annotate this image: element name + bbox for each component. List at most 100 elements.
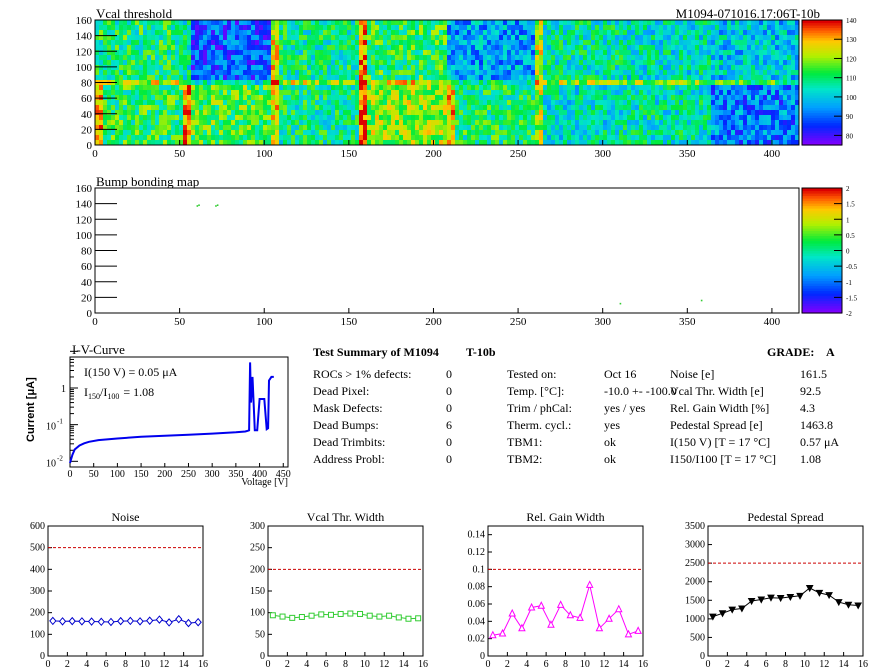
vcal-heat-cell <box>619 85 624 91</box>
bump-colorbar-step <box>802 233 842 237</box>
vcal-heat-cell <box>547 100 552 106</box>
vcal-heat-cell <box>411 55 416 61</box>
vcal-heat-cell <box>279 60 284 66</box>
vcal-heat-cell <box>207 50 212 56</box>
vcal-heat-cell <box>451 140 456 146</box>
vcal-heat-cell <box>695 100 700 106</box>
vcal-heat-cell <box>707 45 712 51</box>
bump-y-tick-label: 120 <box>76 214 93 226</box>
vcal-heat-cell <box>499 110 504 116</box>
vcal-heat-cell <box>635 120 640 126</box>
vcal-heat-cell <box>263 20 268 26</box>
vcal-heat-cell <box>587 110 592 116</box>
vcal-heat-cell <box>415 35 420 41</box>
vcal-heat-cell <box>491 70 496 76</box>
vcal-heat-cell <box>755 25 760 31</box>
vcal-heat-cell <box>483 75 488 81</box>
vcal-heat-cell <box>419 110 424 116</box>
bump-colorbar-label: 0.5 <box>846 232 855 240</box>
vcal-heat-cell <box>615 90 620 96</box>
vcal-heat-cell <box>471 45 476 51</box>
vcal-heat-cell <box>343 115 348 121</box>
vcal-heat-cell <box>731 95 736 101</box>
vcal-heat-cell <box>619 20 624 26</box>
vcal-heat-cell <box>443 45 448 51</box>
vcal-colorbar-step <box>802 100 842 104</box>
vcal-heat-cell <box>459 50 464 56</box>
vcal-heat-cell <box>523 120 528 126</box>
vcal-heat-cell <box>343 85 348 91</box>
vcal-heat-cell <box>527 55 532 61</box>
vcal-map-axes: 0 50 100 150 200 250 300 350 4000204060801001201… <box>76 15 781 160</box>
iv-y-tick-base: 10 <box>46 458 56 469</box>
bump-y-tick-label: 0 <box>87 308 93 320</box>
vcal-heat-cell <box>335 120 340 126</box>
vcal-heat-cell <box>515 40 520 46</box>
vcal-heat-cell <box>787 75 792 81</box>
vcal-heat-cell <box>375 90 380 96</box>
vcal-heat-cell <box>267 40 272 46</box>
vcal-heat-cell <box>591 125 596 131</box>
vcal-heat-cell <box>411 60 416 66</box>
vcal-heat-cell <box>731 75 736 81</box>
vcal-heat-cell <box>595 130 600 136</box>
vcal-heat-cell <box>575 100 580 106</box>
vcal-heat-cell <box>207 130 212 136</box>
vcal-heat-cell <box>391 105 396 111</box>
vcal-heat-cell <box>95 85 100 91</box>
vcal-heat-cell <box>295 120 300 126</box>
vcal-heat-cell <box>419 130 424 136</box>
vcal-heat-cell <box>459 105 464 111</box>
vcal-heat-cell <box>439 120 444 126</box>
vcal-heat-cell <box>391 115 396 121</box>
vcal-heat-cell <box>643 45 648 51</box>
iv-x-tick-label: 450 <box>276 469 291 480</box>
vcal-heat-cell <box>231 85 236 91</box>
vcal-heat-cell <box>767 20 772 26</box>
vcal-heat-cell <box>511 20 516 26</box>
vcal-heat-cell <box>591 40 596 46</box>
vcal-heat-cell <box>395 65 400 71</box>
vcal-heat-cell <box>435 85 440 91</box>
vcal-x-tick-label: 300 <box>594 148 611 160</box>
vcal-heat-cell <box>515 45 520 51</box>
vcal-colorbar-label: 100 <box>846 94 857 102</box>
vcal-heat-cell <box>775 60 780 66</box>
vcal-heat-cell <box>487 105 492 111</box>
vcal-heat-cell <box>735 90 740 96</box>
vcal-heat-cell <box>671 85 676 91</box>
vcal-heat-cell <box>795 20 800 26</box>
vcal-heat-cell <box>271 90 276 96</box>
vcal-heat-cell <box>751 100 756 106</box>
vcal-heat-cell <box>311 95 316 101</box>
vcal-heat-cell <box>723 120 728 126</box>
vcal-heat-cell <box>251 140 256 146</box>
vcal-heat-cell <box>347 55 352 61</box>
vcal-heat-cell <box>147 80 152 86</box>
vcal-heat-cell <box>595 35 600 41</box>
vcal-heat-cell <box>247 105 252 111</box>
vcal-heat-cell <box>375 115 380 121</box>
vcal-heat-cell <box>579 105 584 111</box>
vcal-heat-cell <box>151 120 156 126</box>
vcal-heat-cell <box>431 130 436 136</box>
vcal-heat-cell <box>747 130 752 136</box>
vcal-heat-cell <box>675 30 680 36</box>
vcal-heat-cell <box>571 75 576 81</box>
vcal-heat-cell <box>255 25 260 31</box>
vcal-heat-cell <box>555 45 560 51</box>
vcal-heat-cell <box>667 70 672 76</box>
vcal-heat-cell <box>735 125 740 131</box>
vcal-heat-cell <box>515 80 520 86</box>
vcal-heat-cell <box>687 90 692 96</box>
vcal-heat-cell <box>451 135 456 141</box>
vcal-heat-cell <box>119 130 124 136</box>
vcal-heat-cell <box>279 125 284 131</box>
roc-plot-point <box>97 617 105 627</box>
vcal-heat-cell <box>691 60 696 66</box>
vcal-heat-cell <box>371 65 376 71</box>
vcal-heat-cell <box>371 45 376 51</box>
vcal-heat-cell <box>643 125 648 131</box>
roc-plot-point <box>709 613 717 621</box>
vcal-heat-cell <box>659 110 664 116</box>
